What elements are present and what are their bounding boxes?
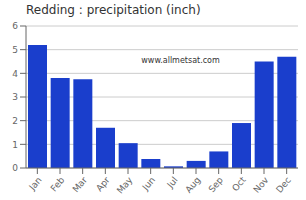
svg-text:Feb: Feb xyxy=(49,175,67,194)
svg-text:Jan: Jan xyxy=(27,175,44,193)
svg-text:Nov: Nov xyxy=(251,174,270,194)
svg-text:Dec: Dec xyxy=(274,175,293,195)
svg-text:5: 5 xyxy=(12,45,18,55)
svg-text:4: 4 xyxy=(12,69,18,79)
svg-text:6: 6 xyxy=(12,21,18,31)
svg-text:3: 3 xyxy=(12,92,18,102)
svg-text:Sep: Sep xyxy=(207,175,226,195)
svg-text:1: 1 xyxy=(12,140,18,150)
svg-text:Jul: Jul xyxy=(164,175,179,191)
svg-text:Jun: Jun xyxy=(140,175,157,193)
svg-text:0: 0 xyxy=(12,163,18,173)
svg-text:May: May xyxy=(115,174,135,195)
svg-text:Apr: Apr xyxy=(94,175,112,194)
html-text:Redding : precipitation (inch): Redding : precipitation (inch) xyxy=(26,3,201,17)
svg-text:Mar: Mar xyxy=(71,175,90,195)
svg-text:Oct: Oct xyxy=(230,175,248,194)
html-text:www.allmetsat.com: www.allmetsat.com xyxy=(141,56,220,65)
svg-text:Aug: Aug xyxy=(183,175,202,195)
svg-text:2: 2 xyxy=(12,116,18,126)
